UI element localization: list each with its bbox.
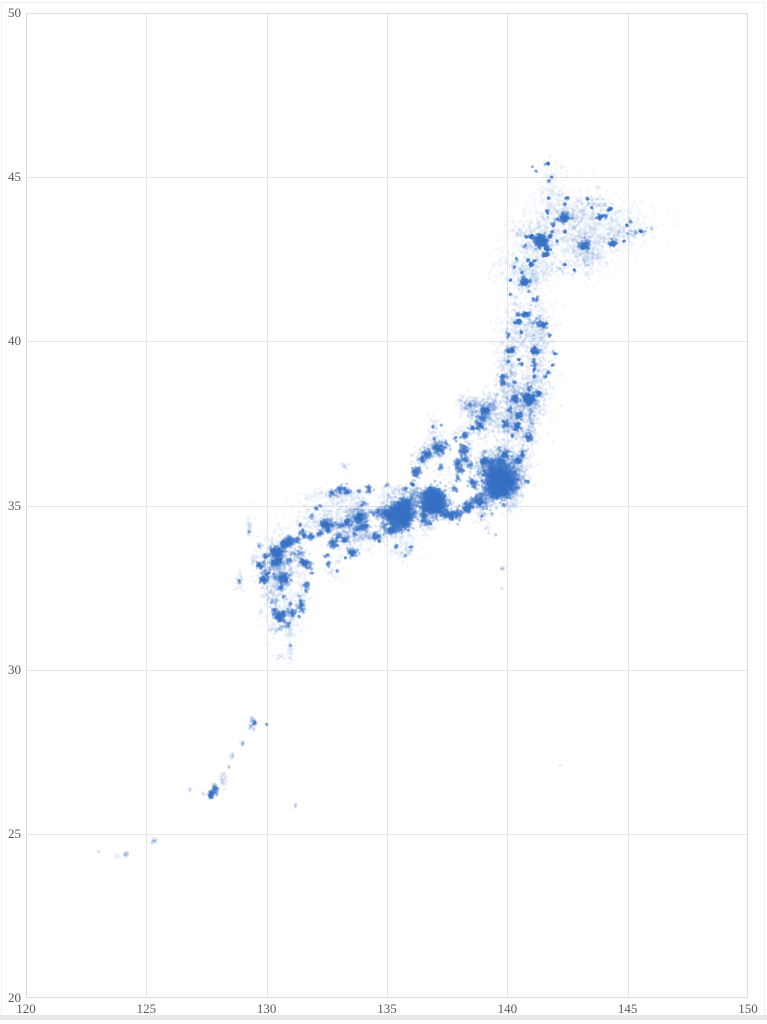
- x-tick-label: 135: [377, 1001, 397, 1016]
- x-tick-label: 150: [738, 1001, 758, 1016]
- y-tick-label: 20: [8, 990, 21, 1005]
- y-tick-label: 35: [8, 497, 21, 513]
- y-tick-label: 45: [8, 169, 21, 185]
- y-tick-label: 50: [8, 5, 21, 20]
- bottom-divider-bar: [0, 1015, 767, 1020]
- y-tick-label: 40: [8, 333, 21, 349]
- x-tick-label: 125: [136, 1001, 157, 1016]
- y-tick-label: 25: [8, 825, 21, 841]
- x-tick-label: 130: [256, 1001, 277, 1016]
- x-tick-label: 120: [16, 1001, 36, 1016]
- x-tick-label: 140: [497, 1001, 518, 1016]
- y-tick-label: 30: [8, 661, 21, 677]
- x-tick-label: 145: [617, 1001, 638, 1016]
